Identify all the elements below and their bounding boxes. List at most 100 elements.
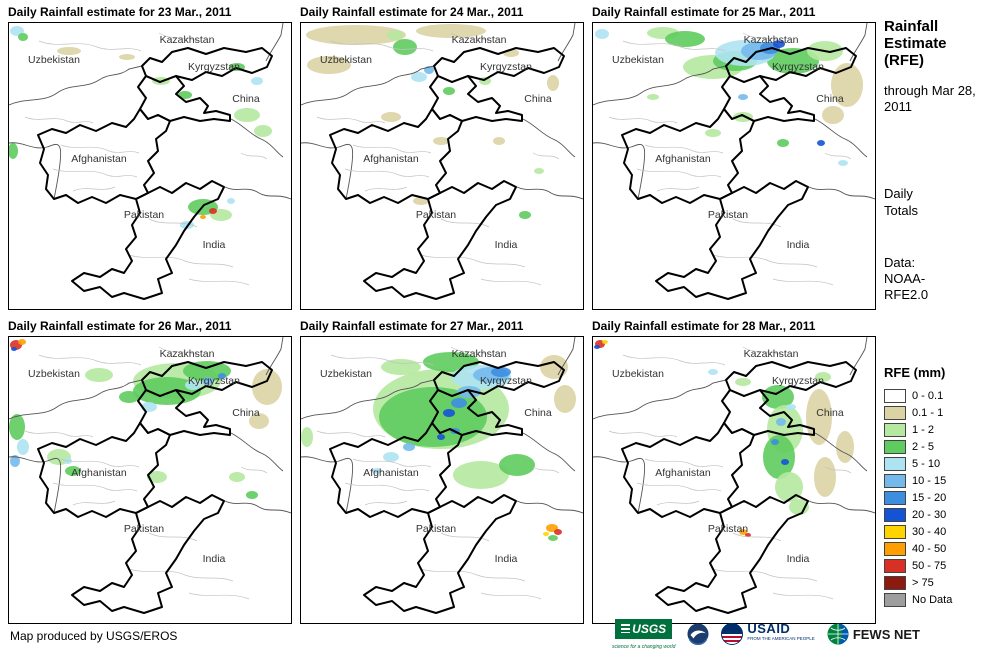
legend-swatch <box>884 405 906 420</box>
sidebar-through-date: through Mar 28, 2011 <box>884 83 976 114</box>
rain-cell <box>119 54 135 60</box>
credit-text: Map produced by USGS/EROS <box>10 629 178 643</box>
legend-row: 5 - 10 <box>884 455 980 472</box>
usgs-label: USGS <box>632 621 667 636</box>
country-label: Pakistan <box>416 209 456 221</box>
sidebar-daily-totals: Daily Totals <box>884 186 918 218</box>
legend-label: 0 - 0.1 <box>912 389 944 402</box>
fewsnet-logo: FEWS NET <box>827 623 920 645</box>
rain-cell <box>519 211 531 219</box>
rain-cell <box>246 491 258 499</box>
country-label: Afghanistan <box>363 467 419 479</box>
rain-cell <box>548 535 558 541</box>
rain-cell <box>11 347 17 351</box>
rain-cell <box>443 409 455 417</box>
map-panel-title: Daily Rainfall estimate for 24 Mar., 201… <box>300 5 524 19</box>
country-labels: Kazakhstan Uzbekistan Kyrgyzstan China Afgha… <box>612 348 844 565</box>
rain-cell <box>372 468 382 474</box>
rain-cell <box>433 137 449 145</box>
rain-cell <box>647 94 659 100</box>
legend-swatch <box>884 575 906 590</box>
rain-cell <box>381 359 421 375</box>
rain-cell <box>735 378 751 386</box>
rain-cell <box>393 39 417 55</box>
legend-swatch <box>884 558 906 573</box>
rain-cell <box>307 56 351 74</box>
rain-cell <box>776 418 786 426</box>
legend-swatch <box>884 388 906 403</box>
rain-cell <box>767 48 819 74</box>
rain-cell <box>301 427 313 447</box>
legend-row: 0 - 0.1 <box>884 387 980 404</box>
rain-cell <box>18 33 28 41</box>
country-label: Kazakhstan <box>744 34 799 46</box>
country-label: Kyrgyzstan <box>188 375 240 387</box>
rain-cell <box>18 339 26 345</box>
legend-row: 40 - 50 <box>884 540 980 557</box>
country-labels: Kazakhstan Uzbekistan Kyrgyzstan China Afgha… <box>320 348 552 565</box>
country-label: Uzbekistan <box>28 54 80 66</box>
rain-cell <box>451 398 467 408</box>
legend-label: 20 - 30 <box>912 508 947 521</box>
country-label: Uzbekistan <box>612 54 664 66</box>
country-label: Uzbekistan <box>320 368 372 380</box>
country-label: Kyrgyzstan <box>772 61 824 73</box>
legend-label: 0.1 - 1 <box>912 406 944 419</box>
rain-cell <box>493 137 505 145</box>
rain-cell <box>814 457 836 497</box>
rain-cell <box>540 355 568 379</box>
country-label: Kyrgyzstan <box>188 61 240 73</box>
rain-cell <box>147 471 167 483</box>
usgs-wordmark: USGS <box>615 618 673 639</box>
rain-cell <box>745 533 751 537</box>
rain-cell <box>85 368 113 382</box>
rain-cell <box>65 466 81 476</box>
rain-cell <box>17 439 29 455</box>
rain-cell <box>595 29 609 39</box>
country-label: Uzbekistan <box>320 54 372 66</box>
rain-cell <box>218 373 226 379</box>
rain-cell <box>534 168 544 174</box>
fewsnet-label: FEWS NET <box>852 626 920 642</box>
sidebar: Rainfall Estimate (RFE) through Mar 28, … <box>884 18 980 608</box>
country-label: Kazakhstan <box>160 348 215 360</box>
rain-cell <box>252 369 282 405</box>
rain-cell <box>200 215 206 219</box>
map-panel-title: Daily Rainfall estimate for 23 Mar., 201… <box>8 5 232 19</box>
country-label: Kyrgyzstan <box>480 375 532 387</box>
rainfall-map: Kazakhstan Uzbekistan Kyrgyzstan China Afgha… <box>592 22 876 310</box>
country-label: China <box>524 407 552 419</box>
legend-swatch <box>884 524 906 539</box>
noaa-icon <box>687 623 709 645</box>
rain-cell <box>543 532 549 536</box>
usaid-label: USAID <box>747 621 791 636</box>
rain-cell <box>762 385 794 409</box>
legend-row: 10 - 15 <box>884 472 980 489</box>
country-label: India <box>495 553 518 565</box>
rain-cell <box>202 377 214 385</box>
usgs-logo: USGS science for a changing world <box>612 618 675 649</box>
fewsnet-globe-icon <box>827 623 849 645</box>
rainfall-map: Kazakhstan Uzbekistan Kyrgyzstan China Afgha… <box>8 22 292 310</box>
legend-row: 15 - 20 <box>884 489 980 506</box>
map-panel: Daily Rainfall estimate for 27 Mar., 201… <box>300 319 584 624</box>
map-panel-title: Daily Rainfall estimate for 28 Mar., 201… <box>592 319 816 333</box>
rain-cell <box>251 77 263 85</box>
usgs-bars-icon <box>621 624 631 633</box>
rain-cell <box>771 439 779 445</box>
legend-label: > 75 <box>912 576 934 589</box>
country-label: Uzbekistan <box>28 368 80 380</box>
legend-row: 50 - 75 <box>884 557 980 574</box>
map-panel-title: Daily Rainfall estimate for 27 Mar., 201… <box>300 319 524 333</box>
country-label: Pakistan <box>708 209 748 221</box>
rain-cell <box>738 94 748 100</box>
country-label: Kazakhstan <box>452 348 507 360</box>
legend-row: 20 - 30 <box>884 506 980 523</box>
rain-cell <box>777 139 789 147</box>
rain-cell <box>381 112 401 122</box>
country-label: India <box>787 553 810 565</box>
rainfall-raster <box>9 339 282 499</box>
country-label: India <box>203 553 226 565</box>
rain-cell <box>781 459 789 465</box>
